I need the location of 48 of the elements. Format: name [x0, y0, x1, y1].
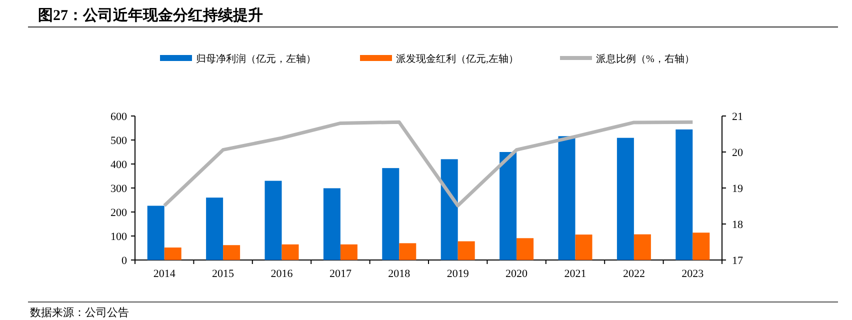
bar: [399, 243, 416, 260]
chart-title: 图27：公司近年现金分红持续提升: [38, 7, 263, 24]
y-tick-label: 100: [110, 231, 128, 243]
bar: [516, 238, 534, 260]
x-tick-label: 2022: [622, 268, 645, 280]
y2-tick-label: 21: [732, 111, 743, 123]
bar: [206, 198, 224, 260]
bar: [282, 244, 299, 260]
x-tick-label: 2020: [506, 268, 528, 280]
x-tick-label: 2017: [329, 268, 352, 280]
bar: [692, 232, 710, 260]
bar: [634, 234, 651, 260]
bar: [676, 129, 693, 260]
y-tick-label: 0: [122, 255, 128, 267]
y2-tick-label: 18: [732, 219, 744, 231]
x-tick-label: 2018: [388, 268, 411, 280]
bar: [440, 159, 458, 260]
y-tick-label: 600: [110, 111, 128, 123]
x-tick-label: 2023: [682, 268, 704, 280]
bar: [500, 152, 517, 260]
line-series: [162, 120, 694, 208]
bar: [264, 180, 282, 260]
x-tick-label: 2016: [270, 268, 294, 280]
y2-tick-label: 17: [732, 255, 744, 267]
legend-label: 归母净利润（亿元，左轴）: [196, 53, 316, 65]
x-tick-label: 2019: [446, 268, 470, 280]
legend-label: 派发现金红利（亿元,左轴）: [396, 53, 518, 65]
bar: [323, 188, 340, 260]
legend-label: 派息比例（%，右轴）: [596, 53, 694, 65]
y-tick-label: 300: [110, 183, 128, 195]
x-tick-label: 2014: [153, 268, 176, 280]
bar: [558, 136, 576, 260]
bar: [382, 168, 400, 260]
bar: [223, 245, 240, 260]
y2-tick-label: 19: [732, 183, 744, 195]
bar: [616, 138, 634, 260]
bar: [575, 234, 592, 260]
y-tick-label: 400: [110, 159, 128, 171]
bar: [164, 248, 182, 260]
bar: [147, 206, 164, 260]
y-tick-label: 200: [110, 207, 128, 219]
x-tick-label: 2015: [212, 268, 235, 280]
y2-tick-label: 20: [732, 147, 744, 159]
source-note: 数据来源：公司公告: [30, 306, 129, 319]
bar: [458, 241, 475, 260]
x-tick-label: 2021: [564, 268, 586, 280]
bar: [340, 244, 358, 260]
y-tick-label: 500: [110, 135, 128, 147]
